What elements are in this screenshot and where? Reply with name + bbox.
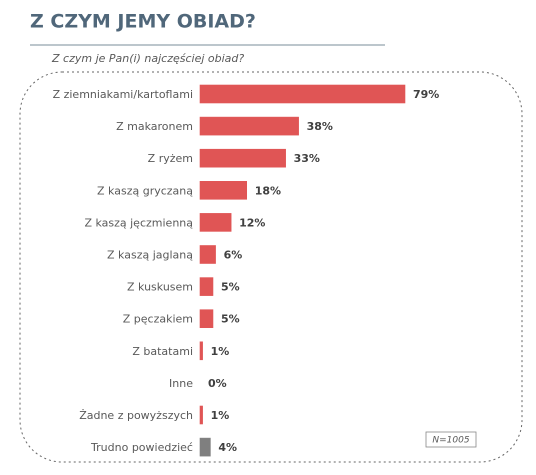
bar	[199, 277, 214, 296]
value-label: 6%	[224, 249, 243, 262]
category-label: Z ryżem	[148, 152, 193, 165]
category-label: Z pęczakiem	[123, 313, 193, 326]
value-label: 1%	[211, 345, 230, 358]
bar	[199, 405, 203, 425]
category-label: Z ziemniakami/kartoflami	[53, 88, 193, 101]
note-box	[425, 431, 477, 448]
bar	[199, 341, 203, 361]
value-label: 12%	[239, 216, 265, 229]
value-label: 4%	[218, 441, 237, 454]
value-label: 5%	[221, 281, 240, 294]
category-label: Trudno powiedzieć	[90, 441, 193, 454]
value-label: 0%	[208, 377, 227, 390]
value-label: 38%	[307, 120, 333, 133]
bar	[199, 116, 299, 136]
frame	[19, 71, 523, 463]
bar	[199, 148, 286, 168]
chart-title: Z CZYM JEMY OBIAD?	[30, 11, 256, 33]
value-label: 79%	[413, 88, 439, 101]
bar	[199, 181, 248, 200]
category-label: Z kaszą jaglaną	[107, 249, 193, 262]
value-label: 33%	[294, 152, 320, 165]
bar	[199, 309, 214, 329]
value-label: 1%	[211, 409, 230, 422]
bar	[199, 437, 211, 457]
category-label: Żadne z powyższych	[79, 409, 193, 422]
category-label: Inne	[169, 377, 193, 390]
value-label: 18%	[255, 184, 281, 197]
chart-subtitle: Z czym je Pan(i) najczęściej obiad?	[51, 52, 244, 65]
value-label: 5%	[221, 313, 240, 326]
bar	[199, 245, 216, 264]
bar	[199, 84, 406, 104]
bar	[199, 213, 232, 232]
category-label: Z kaszą jęczmienną	[84, 216, 193, 229]
category-label: Z kuskusem	[127, 281, 193, 294]
category-label: Z batatami	[132, 345, 193, 358]
category-label: Z kaszą gryczaną	[97, 184, 193, 197]
note: N=1005	[432, 436, 469, 446]
category-label: Z makaronem	[116, 120, 193, 133]
